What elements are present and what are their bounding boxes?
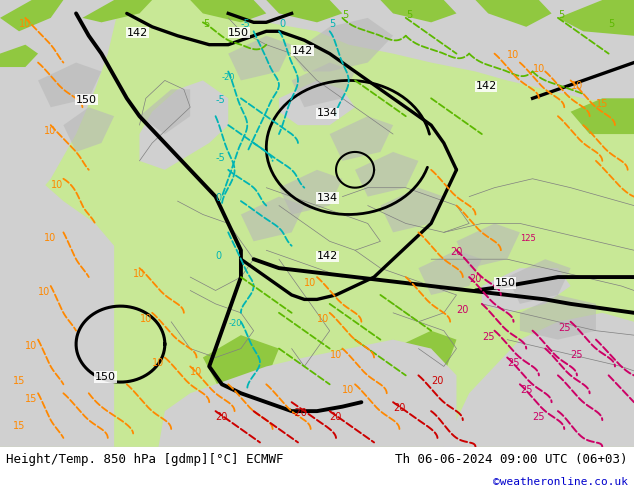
Text: 134: 134 [317,193,338,203]
Text: Height/Temp. 850 hPa [gdmp][°C] ECMWF: Height/Temp. 850 hPa [gdmp][°C] ECMWF [6,453,284,466]
Text: -5: -5 [241,19,250,29]
Text: 10: 10 [190,368,202,377]
Polygon shape [266,0,342,23]
Polygon shape [279,80,355,125]
Polygon shape [0,45,38,67]
Polygon shape [190,0,266,23]
Text: 10: 10 [139,314,152,324]
Text: -5: -5 [216,95,225,105]
Text: 142: 142 [127,28,148,38]
Text: 15: 15 [13,421,25,431]
Text: 20: 20 [450,247,463,257]
Text: ©weatheronline.co.uk: ©weatheronline.co.uk [493,477,628,487]
Text: 10: 10 [571,81,583,91]
Text: 10: 10 [152,359,164,368]
Polygon shape [456,223,520,268]
Polygon shape [0,156,114,447]
Polygon shape [279,170,342,215]
Text: 20: 20 [456,305,469,315]
Text: 0: 0 [216,193,222,203]
Polygon shape [507,259,571,304]
Polygon shape [482,268,571,313]
Polygon shape [558,0,634,36]
Text: 5: 5 [330,19,336,29]
Text: 20: 20 [431,376,444,386]
Text: 5: 5 [609,19,615,29]
Text: 20: 20 [216,412,228,422]
Text: 20: 20 [393,403,406,413]
Text: 10: 10 [51,180,63,190]
Text: 25: 25 [520,385,533,395]
Text: 142: 142 [292,46,313,56]
Text: 10: 10 [507,50,519,60]
Polygon shape [393,331,456,384]
Text: -20: -20 [228,319,242,328]
Text: 10: 10 [533,64,545,74]
Text: 5: 5 [342,10,349,20]
Text: -5: -5 [216,153,225,163]
Text: 25: 25 [507,359,520,368]
Polygon shape [139,89,190,134]
Polygon shape [380,0,456,23]
Polygon shape [418,250,482,295]
Text: 10: 10 [342,385,354,395]
Polygon shape [82,0,152,23]
Polygon shape [139,80,228,170]
Text: 0: 0 [279,19,285,29]
Polygon shape [241,196,304,241]
Polygon shape [476,0,552,27]
Polygon shape [292,18,393,72]
Polygon shape [571,98,634,134]
Text: Th 06-06-2024 09:00 UTC (06+03): Th 06-06-2024 09:00 UTC (06+03) [395,453,628,466]
Text: 125: 125 [520,234,536,244]
Text: 5: 5 [558,10,564,20]
Polygon shape [520,295,596,340]
Text: -20: -20 [292,408,307,417]
Polygon shape [292,63,355,107]
Text: 5: 5 [203,19,209,29]
Text: 10: 10 [44,126,56,136]
Text: 142: 142 [476,81,497,91]
Polygon shape [355,152,418,196]
Text: 20: 20 [469,273,482,284]
Text: 10: 10 [317,314,329,324]
Polygon shape [304,348,368,402]
Polygon shape [330,116,393,161]
Text: 10: 10 [133,269,145,279]
Text: 0: 0 [216,251,222,261]
Text: 25: 25 [482,332,495,342]
Polygon shape [38,63,101,107]
Polygon shape [228,36,292,80]
Text: 15: 15 [13,376,25,386]
Text: 25: 25 [533,412,545,422]
Text: 25: 25 [571,349,583,360]
Text: 10: 10 [44,233,56,244]
Text: 150: 150 [95,372,116,382]
Text: 134: 134 [317,108,338,118]
Polygon shape [158,340,456,447]
Text: 15: 15 [596,99,609,109]
Text: 10: 10 [304,278,316,288]
Text: 25: 25 [558,323,571,333]
Text: 20: 20 [330,412,342,422]
Text: -20: -20 [222,74,235,82]
Text: 142: 142 [317,251,339,261]
Polygon shape [63,107,114,152]
Polygon shape [203,335,279,393]
Text: 150: 150 [495,278,515,288]
Polygon shape [0,0,63,31]
Text: 150: 150 [76,95,97,105]
Polygon shape [380,188,444,232]
Text: 5: 5 [406,10,412,20]
Text: 10: 10 [19,19,31,29]
Polygon shape [444,313,634,447]
Text: 15: 15 [25,394,38,404]
Polygon shape [0,0,634,447]
Text: 10: 10 [25,341,37,350]
Text: 10: 10 [330,349,342,360]
Text: 150: 150 [228,28,249,38]
Text: 10: 10 [38,287,50,297]
